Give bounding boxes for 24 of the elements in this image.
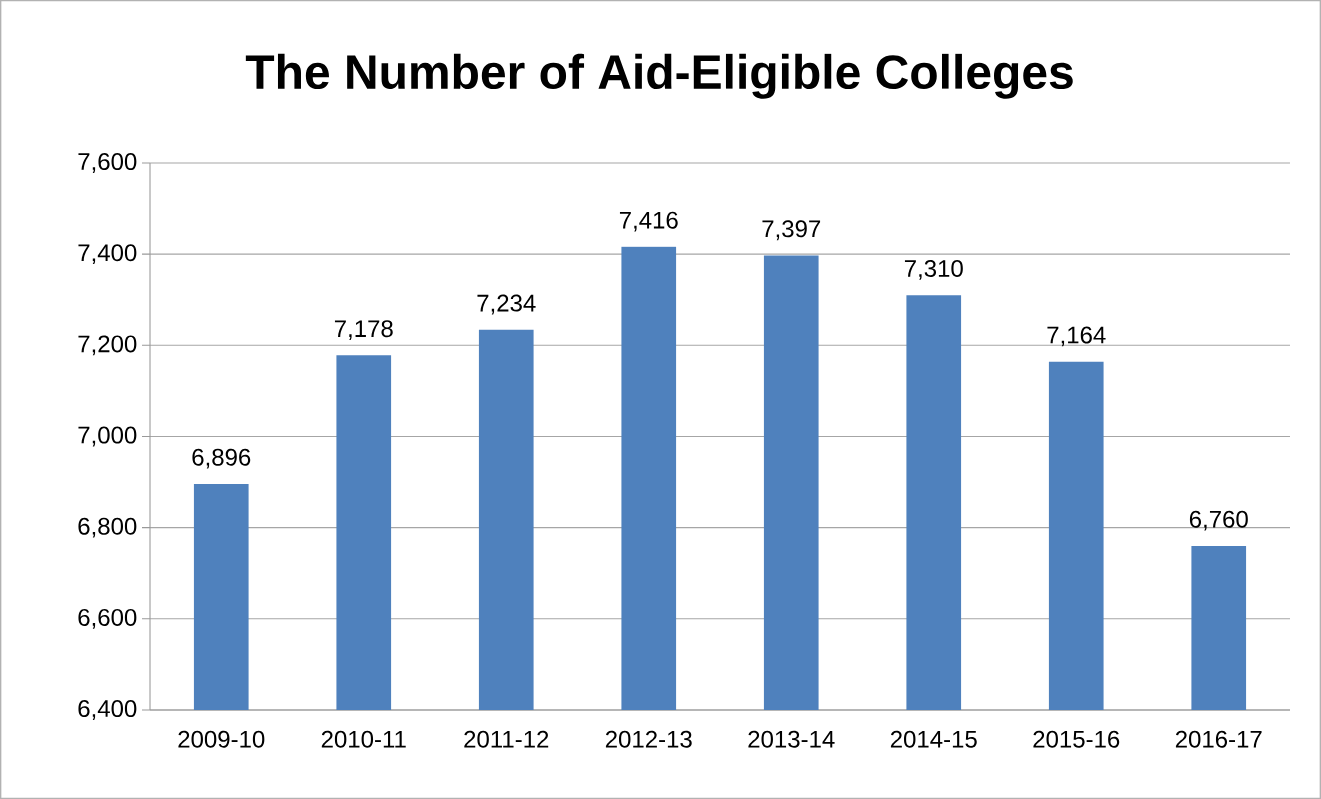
data-label: 7,397 xyxy=(762,220,821,241)
data-label: 7,178 xyxy=(334,320,393,340)
x-tick-label: 2013-14 xyxy=(748,730,835,748)
data-label: 7,310 xyxy=(904,259,963,280)
y-tick-label: 6,800 xyxy=(78,517,137,538)
y-tick-label: 6,400 xyxy=(78,700,137,720)
data-label: 7,416 xyxy=(619,211,678,232)
y-tick-label: 6,600 xyxy=(78,608,137,629)
x-tick-label: 2016-17 xyxy=(1175,730,1262,748)
y-tick-label: 7,400 xyxy=(78,244,137,265)
x-tick-label: 2009-10 xyxy=(178,730,265,748)
x-tick-label: 2011-12 xyxy=(464,730,549,748)
y-tick-label: 7,200 xyxy=(78,335,137,356)
x-tick-label: 2010-11 xyxy=(321,730,406,748)
y-tick-label: 7,600 xyxy=(78,153,137,173)
x-tick-label: 2015-16 xyxy=(1033,730,1120,748)
x-tick-label: 2014-15 xyxy=(890,730,977,748)
data-label: 7,234 xyxy=(477,294,536,315)
y-tick-label: 7,000 xyxy=(78,426,137,447)
data-label: 6,760 xyxy=(1189,510,1248,531)
x-tick-label: 2012-13 xyxy=(605,730,692,748)
data-label: 6,896 xyxy=(192,448,251,469)
chart-title: The Number of Aid-Eligible Colleges xyxy=(245,53,1073,99)
data-label: 7,164 xyxy=(1047,326,1106,347)
